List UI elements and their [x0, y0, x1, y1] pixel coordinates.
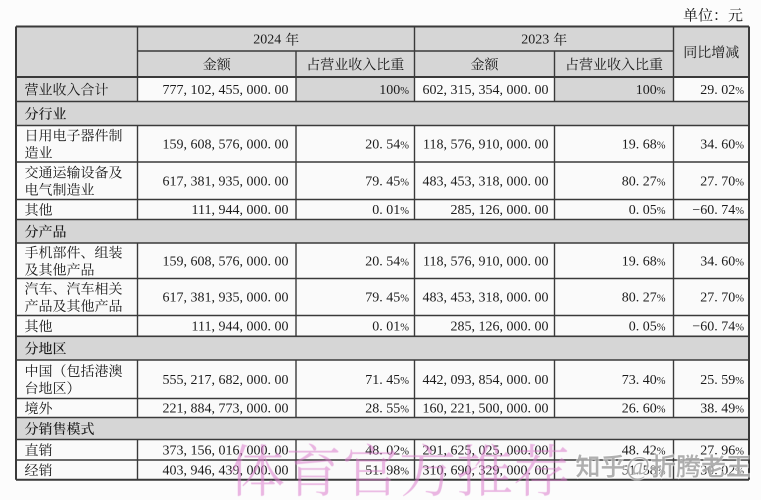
- svg-text:100%: 100%: [379, 83, 409, 98]
- svg-text:79. 45%: 79. 45%: [365, 291, 409, 306]
- svg-text:118, 576, 910, 000. 00: 118, 576, 910, 000. 00: [423, 254, 548, 269]
- svg-text:27. 70%: 27. 70%: [700, 174, 744, 189]
- svg-text:0. 05%: 0. 05%: [629, 203, 666, 218]
- svg-text:@: @: [626, 452, 650, 481]
- svg-text:285, 126, 000. 00: 285, 126, 000. 00: [451, 203, 549, 218]
- svg-text:26. 60%: 26. 60%: [622, 402, 666, 417]
- svg-text:71. 45%: 71. 45%: [365, 373, 409, 388]
- svg-text:48. 02%: 48. 02%: [365, 443, 409, 458]
- svg-text:51. 98%: 51. 98%: [365, 463, 409, 478]
- svg-text:555, 217, 682, 000. 00: 555, 217, 682, 000. 00: [163, 373, 289, 388]
- svg-text:0. 05%: 0. 05%: [629, 320, 666, 335]
- svg-text:310, 690, 329, 000. 00: 310, 690, 329, 000. 00: [423, 463, 549, 478]
- svg-text:73. 40%: 73. 40%: [622, 373, 666, 388]
- svg-text:80. 27%: 80. 27%: [622, 291, 666, 306]
- svg-text:442, 093, 854, 000. 00: 442, 093, 854, 000. 00: [423, 373, 549, 388]
- svg-text:2023: 2023: [521, 32, 549, 47]
- svg-text:27. 70%: 27. 70%: [700, 291, 744, 306]
- svg-text:20. 54%: 20. 54%: [365, 254, 409, 269]
- svg-text:373, 156, 016, 000. 00: 373, 156, 016, 000. 00: [163, 443, 289, 458]
- svg-text:483, 453, 318, 000. 00: 483, 453, 318, 000. 00: [423, 174, 549, 189]
- svg-text:34. 60%: 34. 60%: [700, 137, 744, 152]
- svg-text:118, 576, 910, 000. 00: 118, 576, 910, 000. 00: [423, 137, 548, 152]
- svg-text:100%: 100%: [636, 83, 666, 98]
- svg-text:0. 01%: 0. 01%: [372, 320, 409, 335]
- svg-text:159, 608, 576, 000. 00: 159, 608, 576, 000. 00: [163, 137, 289, 152]
- svg-text:111, 944, 000. 00: 111, 944, 000. 00: [192, 320, 289, 335]
- svg-text:19. 68%: 19. 68%: [622, 254, 666, 269]
- svg-text:28. 55%: 28. 55%: [365, 402, 409, 417]
- svg-text:−60. 74%: −60. 74%: [692, 320, 744, 335]
- svg-text:−60. 74%: −60. 74%: [692, 203, 744, 218]
- svg-text:0. 01%: 0. 01%: [372, 203, 409, 218]
- svg-text:20. 54%: 20. 54%: [365, 137, 409, 152]
- svg-text:111, 944, 000. 00: 111, 944, 000. 00: [192, 203, 289, 218]
- svg-text:19. 68%: 19. 68%: [622, 137, 666, 152]
- svg-text:602, 315, 354, 000. 00: 602, 315, 354, 000. 00: [423, 83, 549, 98]
- svg-text:159, 608, 576, 000. 00: 159, 608, 576, 000. 00: [163, 254, 289, 269]
- svg-text:25. 59%: 25. 59%: [700, 373, 744, 388]
- svg-text:34. 60%: 34. 60%: [700, 254, 744, 269]
- svg-text:38. 49%: 38. 49%: [700, 402, 744, 417]
- svg-text:29. 02%: 29. 02%: [700, 83, 744, 98]
- svg-text:79. 45%: 79. 45%: [365, 174, 409, 189]
- svg-text:777, 102, 455, 000. 00: 777, 102, 455, 000. 00: [163, 83, 289, 98]
- svg-text:2024: 2024: [253, 32, 281, 47]
- svg-text:80. 27%: 80. 27%: [622, 174, 666, 189]
- svg-text:483, 453, 318, 000. 00: 483, 453, 318, 000. 00: [423, 291, 549, 306]
- svg-text:160, 221, 500, 000. 00: 160, 221, 500, 000. 00: [423, 402, 549, 417]
- svg-text:617, 381, 935, 000. 00: 617, 381, 935, 000. 00: [163, 174, 289, 189]
- svg-text:285, 126, 000. 00: 285, 126, 000. 00: [451, 320, 549, 335]
- svg-text:617, 381, 935, 000. 00: 617, 381, 935, 000. 00: [163, 291, 289, 306]
- svg-text:221, 884, 773, 000. 00: 221, 884, 773, 000. 00: [163, 402, 289, 417]
